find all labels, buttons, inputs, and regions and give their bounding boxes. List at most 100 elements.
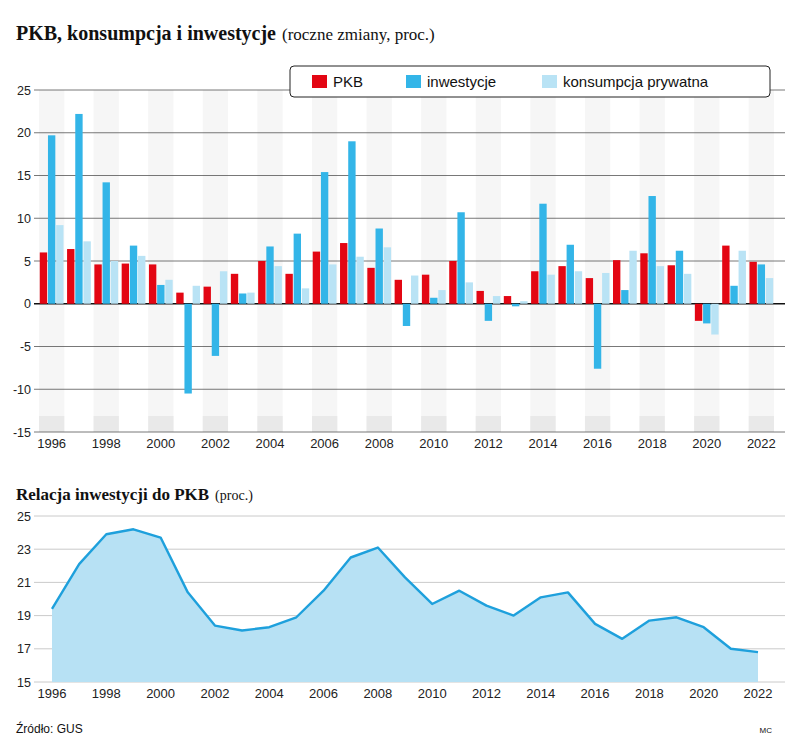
x-tick-label: 2014 (529, 436, 558, 451)
bar (531, 271, 538, 303)
bar (384, 247, 391, 303)
legend-swatch (406, 75, 421, 88)
plot-area (52, 529, 758, 682)
x-tick-label: 2016 (583, 436, 612, 451)
band-foot (476, 416, 501, 432)
y-tick-label: 5 (24, 255, 31, 269)
bar (520, 301, 527, 304)
bar (547, 275, 554, 304)
title-main: Relacja inwestycji do PKB (16, 485, 209, 504)
bar (430, 298, 437, 304)
x-tick-label: 2006 (310, 436, 339, 451)
band-foot (694, 416, 719, 432)
bar (184, 304, 191, 394)
y-tick-label: 17 (17, 642, 31, 656)
bar (411, 276, 418, 304)
bar (739, 251, 746, 304)
x-tick-label: 2004 (255, 686, 284, 701)
grid-line (34, 218, 785, 219)
bar (575, 271, 582, 303)
bar (602, 273, 609, 304)
bar (83, 241, 90, 303)
bar (657, 266, 664, 304)
bar (676, 251, 683, 304)
y-tick-label: -5 (20, 340, 31, 354)
bar (165, 280, 172, 304)
x-tick-label: 2018 (635, 686, 664, 701)
bar (621, 290, 628, 304)
title: PKB, konsumpcja i inwestycje(roczne zmia… (16, 22, 435, 45)
grid-line (34, 516, 785, 517)
grid-line (34, 261, 785, 262)
bar (220, 271, 227, 303)
chart-root: PKB, konsumpcja i inwestycje(roczne zmia… (0, 0, 788, 743)
band-foot (94, 416, 119, 432)
x-tick-label: 1998 (92, 436, 121, 451)
x-tick-label: 2006 (309, 686, 338, 701)
subtitle: (proc.) (215, 488, 253, 504)
x-tick-label: 2022 (747, 436, 776, 451)
bar (212, 304, 219, 356)
bar (285, 274, 292, 304)
source: Źródło: GUS (16, 721, 83, 736)
x-tick-label: 2022 (744, 686, 773, 701)
bar (247, 293, 254, 304)
bar (204, 287, 211, 304)
bar (258, 261, 265, 304)
band-foot (421, 416, 446, 432)
band-foot (312, 416, 337, 432)
grid-line (34, 389, 785, 390)
band-foot (39, 416, 64, 432)
bar (313, 252, 320, 304)
x-tick-label: 2016 (581, 686, 610, 701)
bar (512, 304, 519, 307)
bar (348, 141, 355, 303)
legend-swatch (542, 75, 557, 88)
y-tick-label: 21 (17, 576, 31, 590)
bar (613, 260, 620, 304)
bar (395, 280, 402, 304)
bar (640, 253, 647, 303)
band-foot (148, 416, 173, 432)
x-tick-label: 2012 (474, 436, 503, 451)
bar (629, 251, 636, 304)
bar (403, 304, 410, 326)
bar (48, 135, 55, 303)
x-tick-label: 2004 (256, 436, 285, 451)
bar (422, 275, 429, 304)
bar (749, 262, 756, 304)
bar (340, 243, 347, 304)
bar (457, 212, 464, 303)
x-tick-label: 2002 (200, 686, 229, 701)
y-tick-label: 15 (17, 169, 31, 183)
bar (122, 264, 129, 304)
bar (493, 296, 500, 304)
bar (668, 265, 675, 303)
y-tick-label: -15 (13, 426, 31, 440)
area-line (52, 529, 758, 652)
bar (711, 304, 718, 335)
band-foot (749, 416, 774, 432)
band-foot (203, 416, 228, 432)
bar (138, 256, 145, 304)
bar (321, 172, 328, 304)
bar (586, 278, 593, 304)
x-tick-label: 2018 (638, 436, 667, 451)
band-foot (585, 416, 610, 432)
x-tick-label: 2010 (419, 436, 448, 451)
bar (231, 274, 238, 304)
bar (266, 246, 273, 303)
bar (275, 266, 282, 304)
y-tick-label: 19 (17, 609, 31, 623)
bar (730, 286, 737, 304)
bar (176, 293, 183, 304)
band-foot (367, 416, 392, 432)
bar (438, 290, 445, 304)
x-tick-label: 1996 (37, 436, 66, 451)
bar (67, 249, 74, 304)
bar (302, 288, 309, 303)
bar (376, 229, 383, 304)
y-tick-label: 20 (17, 126, 31, 140)
grid-line (34, 432, 785, 433)
bar (94, 264, 101, 303)
